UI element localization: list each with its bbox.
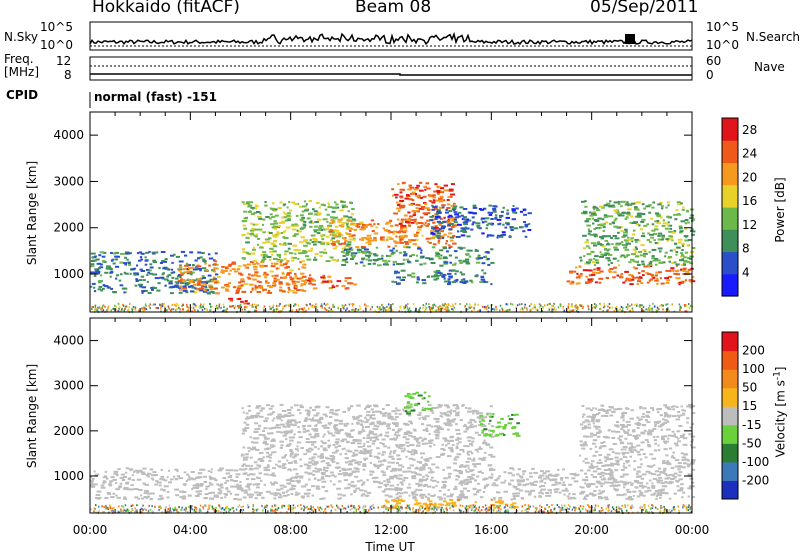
colorbar-segment [722,332,738,352]
nsky-label: N.Sky [4,30,39,44]
freq-trace [90,73,692,76]
colorbar-segment [722,140,738,164]
colorbar-segment [722,273,738,297]
x-tick-label: 08:00 [273,523,308,537]
power-region [90,250,219,295]
power-region [566,264,696,286]
power-region [429,204,532,239]
colorbar-segment [722,443,738,463]
y-tick-label: 2000 [53,424,84,438]
velocity-region [404,391,433,415]
x-axis-label: Time UT [365,540,415,554]
colorbar-segment [722,251,738,275]
date-title: 05/Sep/2011 [590,0,699,17]
colorbar-tick-label: 12 [742,218,757,232]
velocity-region [579,403,696,469]
nsearch-label: N.Search [746,30,800,44]
colorbar-tick-label: 4 [742,265,750,279]
colorbar-segment [722,480,738,500]
y-tick-label: 4000 [53,128,84,142]
freq-unit: [MHz] [4,65,40,79]
velocity-region [240,403,496,469]
y-tick-label: 2000 [53,221,84,235]
colorbar-segment [722,424,738,444]
power-region [391,181,456,229]
power-region [228,297,250,309]
colorbar-tick-label: 100 [742,362,765,376]
colorbar-segment [722,118,738,141]
noise-spike [625,34,635,44]
cpid-label: CPID [6,88,39,102]
x-tick-label: 16:00 [474,523,509,537]
power-heatmap [90,181,696,314]
power-region [177,260,307,295]
colorbar-tick-label: -200 [742,473,769,487]
colorbar-tick-label: 28 [742,123,757,137]
x-tick-label: 20:00 [574,523,609,537]
colorbar-tick-label: 20 [742,170,757,184]
x-tick-label: 00:00 [73,523,108,537]
y-tick-label: 3000 [53,379,84,393]
colorbar-segment [722,207,738,230]
colorbar-tick-label: -15 [742,418,762,432]
colorbar-segment [722,229,738,253]
power-region [293,274,358,290]
colorbar-tick-label: 16 [742,194,757,208]
freq-label: Freq. [4,52,34,66]
velocity-region [478,413,521,438]
power-region [341,246,495,267]
freq-tick-bottom: 8 [64,68,72,82]
velocity-region [90,467,696,501]
colorbar-segment [722,350,738,370]
x-tick-label: 04:00 [173,523,208,537]
colorbar-segment [722,184,738,208]
nave-label: Nave [754,60,785,74]
nave-tick-bottom: 0 [706,68,714,82]
freq-panel-frame [89,56,693,81]
noise-tick-right-top: 10^5 [706,20,739,34]
noise-tick-right-bottom: 10^0 [706,38,739,52]
x-tick-label: 12:00 [374,523,409,537]
colorbar-tick-label: 8 [742,242,750,256]
station-title: Hokkaido (fitACF) [92,0,240,17]
power-region [241,200,357,263]
colorbar-segment [722,406,738,426]
colorbar-tick-label: -50 [742,436,762,450]
colorbar-segment [722,162,738,186]
y-tick-label: 1000 [53,267,84,281]
freq-tick-top: 12 [56,54,72,68]
power-region [391,269,493,286]
beam-title: Beam 08 [355,0,432,17]
colorbar-tick-label: 24 [742,147,757,161]
nsky-trace [89,31,693,46]
colorbar-segment [722,461,738,481]
colorbar-frame [721,117,739,297]
power-region [579,200,696,267]
y-tick-label: 1000 [53,469,84,483]
y-tick-label: 4000 [53,334,84,348]
colorbar-segment [722,369,738,389]
x-tick-label: 00:00 [675,523,710,537]
velocity-heatmap [90,391,696,515]
colorbar-frame [721,331,739,500]
colorbar-tick-label: 15 [742,399,757,413]
nave-tick-top: 60 [706,54,722,68]
colorbar-tick-label: 200 [742,344,765,358]
noise-tick-left-top: 10^5 [40,20,73,34]
y-tick-label: 3000 [53,174,84,188]
colorbar-tick-label: 50 [742,381,757,395]
noise-panel-frame [89,21,693,51]
colorbar-tick-label: -100 [742,455,769,469]
noise-tick-left-bottom: 10^0 [40,38,73,52]
colorbar-segment [722,387,738,407]
cpid-value: normal (fast) -151 [94,90,217,104]
